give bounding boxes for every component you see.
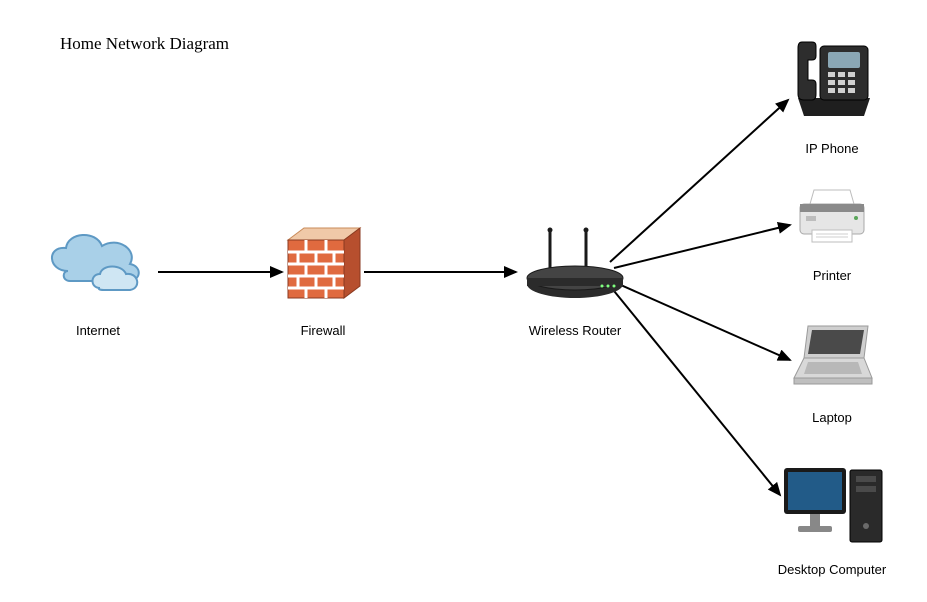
firewall-label: Firewall: [253, 323, 393, 338]
router-label: Wireless Router: [505, 323, 645, 338]
firewall-icon: [286, 224, 362, 304]
internet-label: Internet: [28, 323, 168, 338]
diagram-title: Home Network Diagram: [60, 34, 229, 54]
ip-phone-icon: [792, 28, 876, 122]
router-icon: [520, 224, 630, 308]
desktop-label: Desktop Computer: [762, 562, 902, 577]
printer-label: Printer: [762, 268, 902, 283]
desktop-icon: [778, 456, 888, 550]
printer-icon: [794, 186, 870, 252]
ip-phone-label: IP Phone: [762, 141, 902, 156]
laptop-icon: [790, 322, 876, 394]
laptop-label: Laptop: [762, 410, 902, 425]
internet-cloud-icon: [38, 226, 158, 304]
